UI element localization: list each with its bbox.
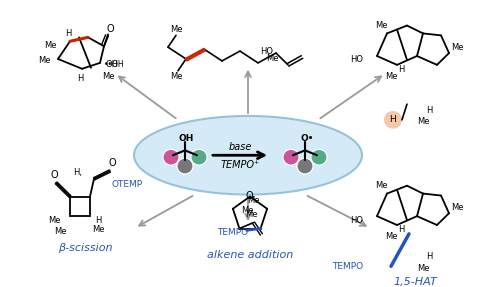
Text: HO: HO [350, 55, 363, 65]
Text: Me: Me [241, 206, 254, 215]
Text: Me: Me [48, 216, 60, 225]
Text: TEMPO⁺: TEMPO⁺ [220, 160, 260, 170]
Text: Me: Me [385, 232, 397, 241]
Text: Me: Me [375, 21, 387, 30]
Ellipse shape [134, 116, 362, 195]
Text: Me: Me [92, 225, 104, 234]
Text: Me: Me [385, 72, 397, 81]
Circle shape [311, 149, 327, 165]
Text: Me: Me [375, 181, 387, 190]
Text: Me: Me [266, 55, 278, 63]
Text: H: H [95, 216, 101, 225]
Text: O: O [245, 191, 253, 201]
Text: Me: Me [417, 264, 429, 273]
Text: Me: Me [170, 72, 182, 81]
Circle shape [163, 149, 179, 165]
Text: H: H [398, 65, 404, 74]
Text: H: H [65, 29, 71, 38]
Text: ••OH: ••OH [104, 60, 124, 69]
Text: OH: OH [178, 134, 194, 143]
Text: H: H [398, 225, 404, 234]
Text: Me: Me [451, 203, 463, 212]
Text: H: H [390, 115, 396, 124]
Text: H: H [426, 252, 432, 261]
Circle shape [283, 149, 299, 165]
Text: O: O [50, 170, 58, 180]
Text: Me: Me [102, 72, 114, 81]
Circle shape [384, 111, 402, 129]
Text: OTEMP: OTEMP [112, 180, 143, 189]
Circle shape [297, 158, 313, 174]
Text: 1,5-HAT: 1,5-HAT [393, 277, 437, 287]
Text: Me: Me [38, 57, 50, 65]
Circle shape [177, 158, 193, 174]
Circle shape [191, 149, 207, 165]
Text: Me: Me [417, 117, 429, 126]
Text: Me: Me [44, 41, 56, 50]
Text: Me: Me [247, 196, 260, 205]
Text: H,: H, [73, 168, 82, 177]
Text: HO: HO [260, 46, 273, 56]
Text: HO: HO [350, 216, 363, 225]
Text: alkene addition: alkene addition [207, 251, 293, 261]
Text: O: O [108, 158, 116, 168]
Text: Me: Me [54, 227, 66, 236]
Text: base: base [228, 142, 252, 152]
Text: H: H [77, 74, 83, 83]
Text: Me: Me [170, 25, 182, 34]
Text: O•: O• [300, 134, 314, 143]
Text: Me: Me [245, 210, 258, 219]
Text: OH: OH [106, 60, 118, 69]
Text: β-scission: β-scission [58, 243, 112, 253]
Text: H: H [426, 106, 432, 115]
Text: TEMPO: TEMPO [332, 262, 363, 271]
Text: TEMPO: TEMPO [217, 228, 248, 237]
Text: O: O [106, 24, 114, 34]
Text: Me: Me [451, 43, 463, 52]
